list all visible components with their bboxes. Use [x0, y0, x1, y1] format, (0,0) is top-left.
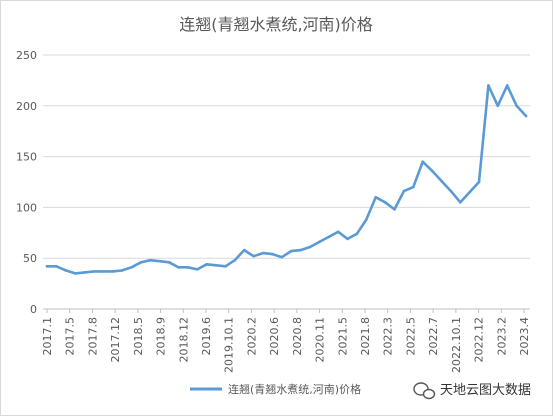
- x-tick-label: 2019.6: [200, 317, 213, 356]
- data-point: [64, 269, 68, 272]
- x-tick-label: 2022.12: [473, 317, 486, 363]
- x-tick-label: 2017.8: [86, 317, 99, 356]
- watermark: 天地云图大数据: [413, 382, 531, 400]
- data-point: [271, 252, 274, 256]
- x-tick-label: 2017.12: [109, 317, 122, 363]
- data-point: [327, 235, 331, 239]
- y-tick-label: 250: [16, 49, 37, 62]
- data-point: [458, 201, 462, 204]
- data-point: [515, 104, 518, 108]
- data-point: [393, 208, 396, 211]
- data-point: [355, 232, 359, 236]
- data-point: [318, 240, 321, 244]
- data-point: [421, 160, 424, 163]
- data-point: [205, 262, 208, 266]
- data-point: [167, 260, 171, 264]
- x-tick-label: 2021.8: [359, 317, 372, 356]
- watermark-text: 天地云图大数据: [440, 383, 531, 398]
- data-point: [177, 266, 180, 269]
- data-point: [73, 272, 77, 275]
- chart-title: 连翘(青翘水煮统,河南)价格: [179, 15, 373, 34]
- legend: 连翘(青翘水煮统,河南)价格: [190, 382, 361, 396]
- x-tick-label: 2023.4: [518, 317, 531, 356]
- y-tick-label: 50: [23, 252, 37, 265]
- x-tick-label: 2022.5: [404, 317, 417, 356]
- data-point: [102, 270, 105, 273]
- data-point: [224, 265, 227, 268]
- data-point: [111, 270, 115, 273]
- x-tick-label: 2020.6: [268, 317, 281, 356]
- data-point: [374, 195, 378, 199]
- x-tick-label: 2018.9: [155, 317, 168, 356]
- data-point: [195, 268, 199, 271]
- data-point: [120, 269, 124, 272]
- data-point: [440, 179, 443, 183]
- legend-label: 连翘(青翘水煮统,河南)价格: [228, 382, 361, 396]
- y-tick-label: 0: [30, 303, 37, 316]
- data-point: [383, 201, 387, 204]
- x-tick-label: 2022.10.1: [450, 317, 463, 373]
- data-point: [487, 84, 490, 87]
- data-point: [346, 237, 349, 241]
- data-point: [186, 266, 190, 269]
- wechat-icon: [413, 382, 436, 400]
- data-point: [130, 266, 133, 269]
- data-point: [299, 248, 302, 252]
- data-point: [477, 180, 481, 184]
- data-point: [261, 251, 265, 255]
- data-point: [280, 255, 284, 259]
- data-point: [402, 189, 406, 193]
- data-point: [411, 185, 415, 189]
- data-point: [336, 230, 340, 234]
- data-point: [252, 254, 255, 258]
- x-tick-label: 2022.7: [427, 317, 440, 356]
- x-tick-label: 2023.2: [495, 317, 508, 356]
- data-point: [468, 190, 471, 194]
- data-point: [55, 265, 58, 268]
- data-point: [430, 169, 434, 173]
- x-tick-label: 2018.5: [132, 317, 145, 356]
- data-point: [92, 270, 96, 273]
- x-tick-label: 2017.1: [41, 317, 54, 356]
- data-point: [233, 258, 237, 262]
- data-point: [505, 84, 509, 87]
- x-tick-label: 2018.12: [177, 317, 190, 363]
- y-tick-label: 150: [16, 151, 37, 164]
- x-tick-label: 2019.10.1: [223, 317, 236, 373]
- series-line: [45, 84, 528, 275]
- x-tick-label: 2021.5: [336, 317, 349, 356]
- data-point: [365, 218, 368, 221]
- x-tick-label: 2020.8: [291, 317, 304, 356]
- data-point: [524, 114, 528, 118]
- data-point: [242, 248, 246, 252]
- data-point: [308, 245, 312, 249]
- data-point: [289, 249, 293, 253]
- data-point: [149, 258, 152, 262]
- data-point: [45, 265, 49, 268]
- data-point: [496, 104, 500, 108]
- x-tick-label: 2020.2: [245, 317, 258, 356]
- x-tick-label: 2020.11: [314, 317, 327, 363]
- data-point: [214, 264, 218, 267]
- data-point: [158, 259, 162, 263]
- data-point: [449, 189, 453, 193]
- x-tick-label: 2017.5: [64, 317, 77, 356]
- x-tick-label: 2022.3: [382, 317, 395, 356]
- y-tick-label: 200: [16, 100, 37, 113]
- data-point: [83, 271, 86, 274]
- y-tick-label: 100: [16, 201, 37, 214]
- data-point: [139, 260, 143, 264]
